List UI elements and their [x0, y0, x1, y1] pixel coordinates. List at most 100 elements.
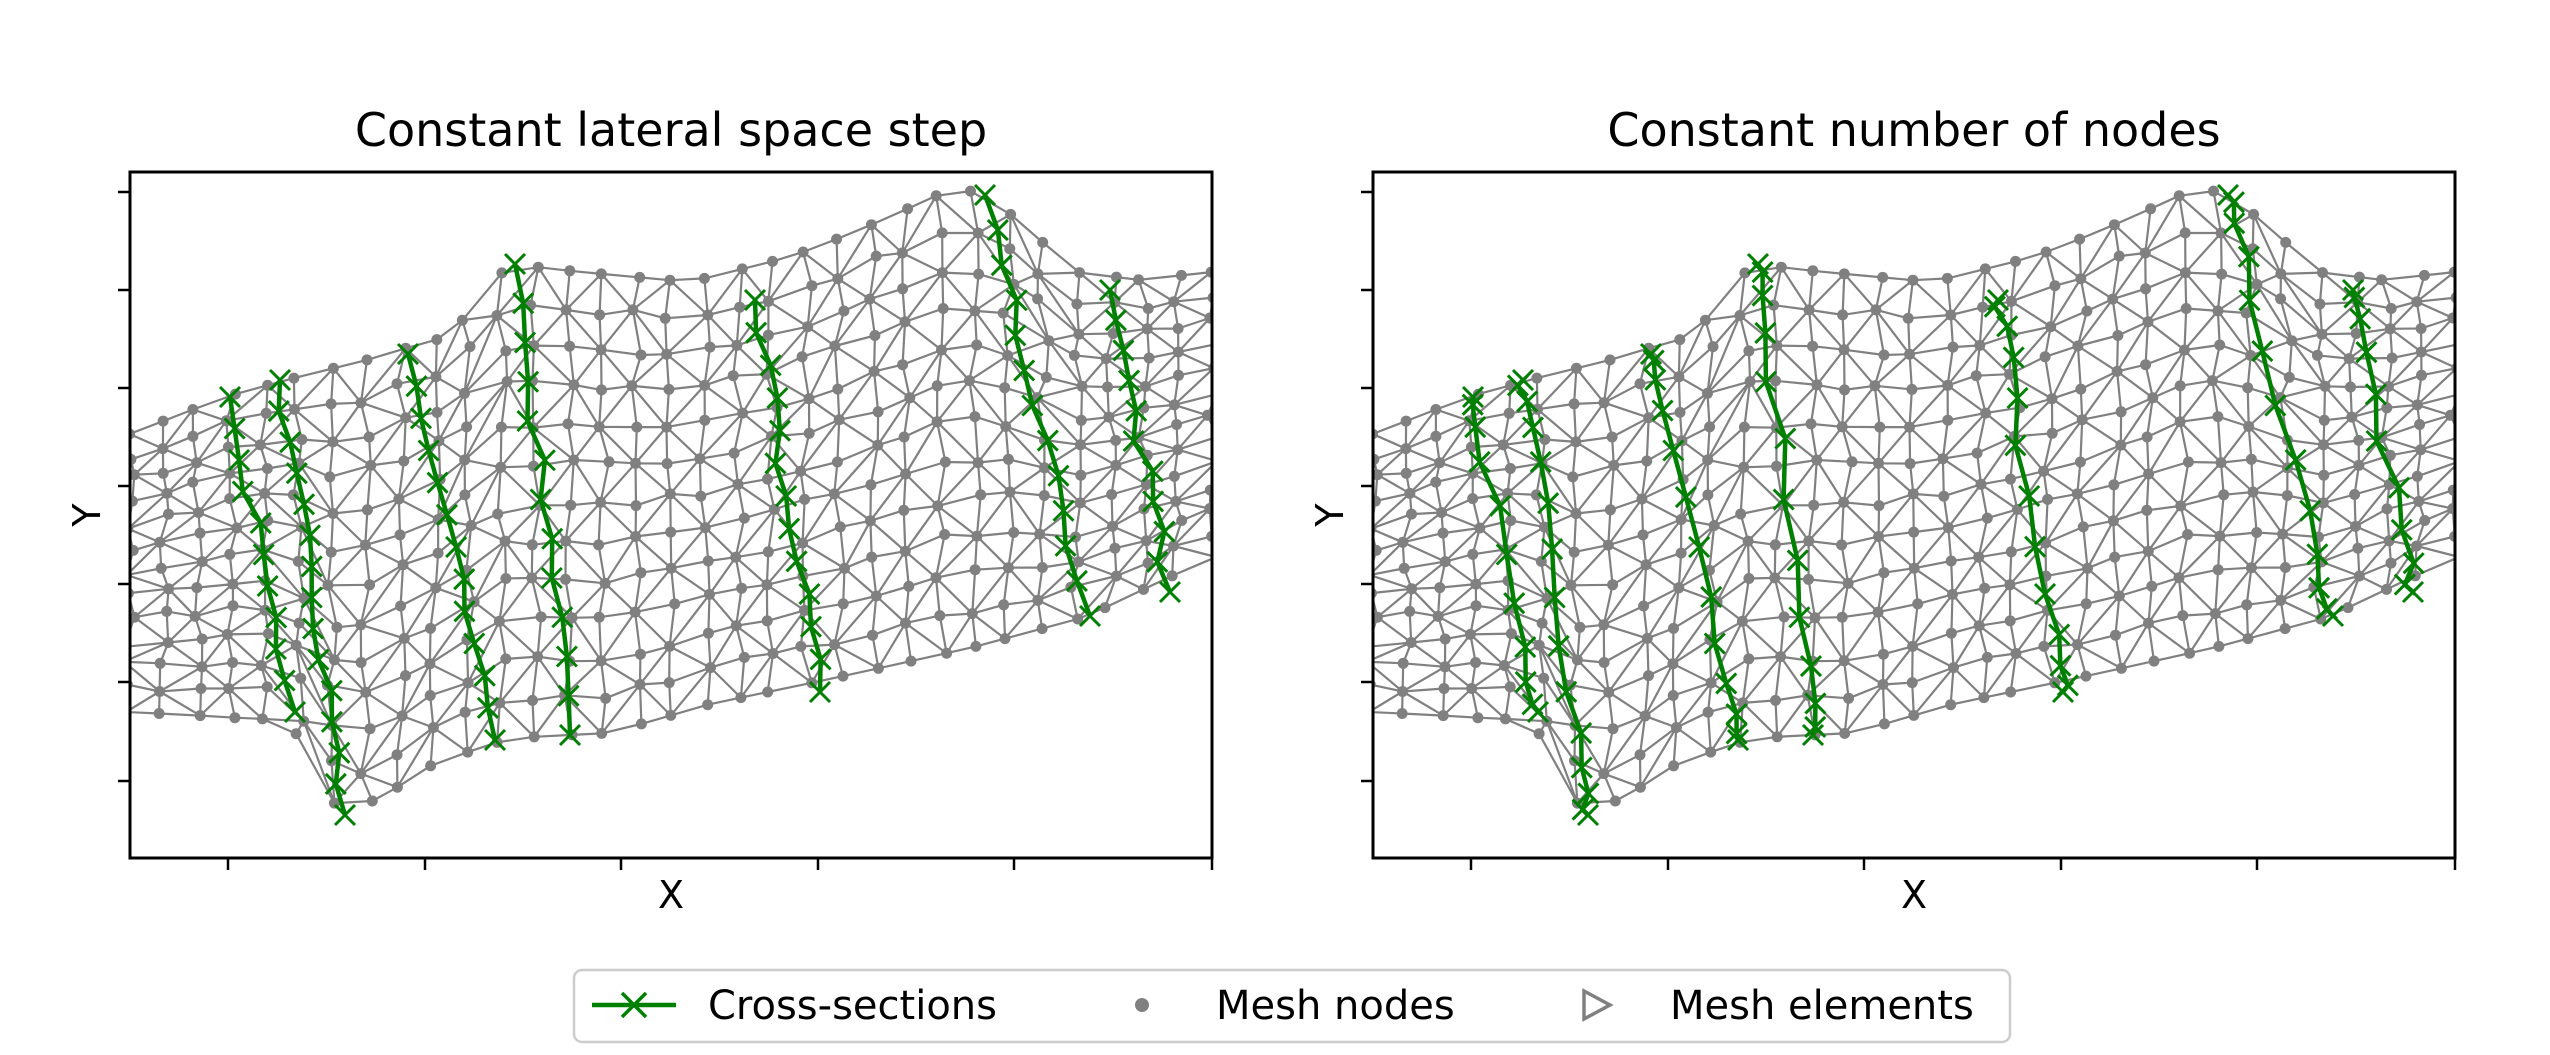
mesh-node [1770, 375, 1781, 387]
mesh-node [998, 599, 1010, 611]
mesh-node [2447, 503, 2455, 515]
mesh-node [191, 582, 203, 594]
cross-section-marker [453, 568, 476, 591]
mesh-node [394, 529, 406, 541]
mesh-node [704, 588, 715, 600]
mesh-node [1608, 459, 1620, 471]
mesh-node [702, 555, 714, 567]
mesh-node [227, 600, 239, 612]
mesh-node [1846, 456, 1858, 468]
mesh-node [361, 504, 373, 516]
mesh-node [500, 653, 512, 665]
mesh-node [999, 633, 1011, 645]
mesh-node [2182, 456, 2194, 468]
mesh-node [261, 463, 273, 474]
mesh-node [1032, 268, 1044, 280]
mesh-node [593, 421, 605, 433]
mesh-node [459, 706, 471, 718]
mesh-node [659, 312, 671, 324]
mesh-node [1945, 309, 1957, 321]
mesh-node [1176, 515, 1188, 526]
mesh-node [195, 683, 207, 694]
panel-left-plot-area [130, 183, 1212, 827]
mesh-node [1771, 460, 1782, 472]
mesh-node [1907, 274, 1919, 286]
mesh-node [1668, 760, 1680, 772]
mesh-node [2411, 399, 2423, 411]
mesh-node [973, 268, 985, 280]
mesh-node [1981, 651, 1993, 663]
mesh-node [1702, 489, 1714, 501]
mesh-node [255, 660, 267, 671]
mesh-node [1437, 710, 1449, 722]
mesh-node [664, 488, 676, 500]
mesh-node [2184, 647, 2196, 659]
mesh-node [595, 268, 607, 280]
mesh-node [635, 349, 647, 361]
mesh-node [1072, 613, 1084, 625]
cross-section-marker [1725, 722, 1748, 745]
mesh-node [1031, 392, 1043, 404]
mesh-node [2049, 280, 2061, 292]
mesh-node [2345, 381, 2356, 393]
cross-section-marker [533, 449, 556, 472]
mesh-node [324, 471, 336, 483]
mesh-node [2147, 392, 2159, 404]
mesh-node [2214, 530, 2226, 542]
cross-section-marker [252, 543, 275, 566]
mesh-node [966, 608, 978, 620]
mesh-node [627, 304, 639, 316]
cross-section-marker [1489, 494, 1512, 517]
mesh-node [1970, 370, 1982, 382]
mesh-node [832, 383, 844, 395]
cross-section-marker [1005, 289, 1028, 312]
mesh-node [461, 421, 473, 433]
mesh-node [899, 545, 911, 557]
mesh-node [593, 611, 605, 623]
mesh-node [699, 522, 711, 534]
cross-section-marker [298, 524, 322, 547]
panel-left-ticks [118, 190, 1214, 870]
mesh-node [872, 662, 884, 674]
mesh-node [1603, 686, 1615, 698]
mesh-node [665, 709, 677, 721]
mesh-node [2376, 274, 2388, 286]
mesh-node [1769, 572, 1781, 584]
mesh-node [1778, 611, 1790, 623]
cross-section-marker [2387, 476, 2411, 499]
mesh-node [430, 582, 442, 594]
mesh-node [566, 612, 578, 624]
mesh-node [2071, 488, 2083, 500]
mesh-node [2005, 546, 2017, 558]
mesh-node-legend-icon [1135, 998, 1149, 1012]
mesh-node [1904, 348, 1916, 360]
mesh-node [903, 580, 915, 592]
mesh-node [393, 493, 405, 505]
mesh-node [194, 527, 206, 539]
mesh-node [560, 535, 572, 547]
mesh-node [1397, 536, 1409, 548]
mesh-node [1168, 296, 1180, 308]
mesh-node [936, 267, 948, 279]
mesh-node [130, 469, 140, 481]
cross-section-marker [1662, 439, 1685, 462]
mesh-node [1643, 412, 1655, 424]
mesh-node [432, 547, 444, 559]
mesh-node [1873, 457, 1884, 469]
cross-section-marker [1570, 722, 1593, 745]
mesh-node [500, 573, 512, 584]
panel-left-title: Constant lateral space step [355, 103, 987, 157]
mesh-node [2316, 328, 2328, 340]
mesh-node [2381, 503, 2393, 515]
cross-section-marker [2306, 543, 2329, 566]
mesh-node [665, 526, 677, 538]
mesh-node [1908, 709, 1920, 721]
mesh-node [2075, 383, 2087, 395]
mesh-node [221, 628, 233, 640]
panel-right-frame [1371, 170, 2457, 860]
mesh-node [1168, 470, 1180, 482]
mesh-node [2445, 409, 2455, 421]
mesh-node [1641, 632, 1653, 644]
mesh-node [1464, 628, 1476, 640]
mesh-node [1907, 640, 1919, 652]
